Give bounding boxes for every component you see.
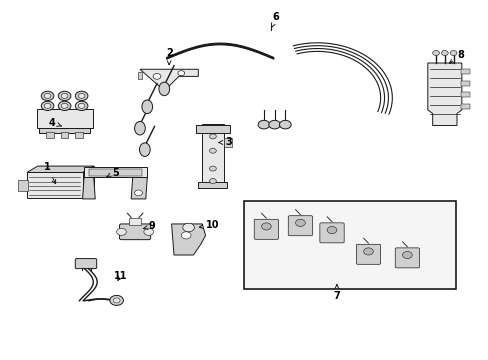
Text: 1: 1	[44, 162, 56, 184]
Polygon shape	[82, 166, 93, 198]
Circle shape	[61, 103, 68, 108]
Circle shape	[44, 93, 51, 98]
Circle shape	[279, 120, 290, 129]
Polygon shape	[38, 166, 93, 192]
Bar	[27, 172, 82, 198]
Text: 8: 8	[448, 50, 464, 63]
Circle shape	[261, 223, 271, 230]
Circle shape	[178, 71, 184, 76]
Polygon shape	[27, 166, 93, 172]
Bar	[18, 180, 28, 191]
FancyBboxPatch shape	[75, 258, 97, 269]
FancyBboxPatch shape	[119, 224, 150, 240]
Text: 6: 6	[271, 13, 279, 28]
Bar	[89, 169, 142, 176]
FancyBboxPatch shape	[394, 248, 419, 268]
FancyBboxPatch shape	[319, 223, 344, 243]
Polygon shape	[171, 224, 205, 255]
Text: 9: 9	[143, 221, 155, 231]
Bar	[460, 104, 468, 109]
Circle shape	[110, 296, 123, 305]
Circle shape	[402, 251, 411, 258]
Circle shape	[209, 179, 216, 184]
Bar	[39, 128, 90, 133]
Circle shape	[134, 190, 142, 196]
Circle shape	[61, 93, 68, 98]
Circle shape	[41, 91, 54, 100]
Circle shape	[183, 223, 194, 232]
Circle shape	[153, 73, 161, 79]
Bar	[198, 182, 227, 188]
Circle shape	[116, 228, 126, 235]
Text: 2: 2	[165, 48, 172, 64]
Bar	[84, 167, 147, 177]
Ellipse shape	[139, 143, 150, 157]
Polygon shape	[140, 69, 198, 91]
FancyBboxPatch shape	[287, 216, 312, 236]
Bar	[137, 72, 142, 79]
Circle shape	[58, 101, 71, 111]
Bar	[223, 138, 232, 147]
Circle shape	[326, 226, 336, 234]
Circle shape	[78, 103, 85, 108]
Bar	[46, 132, 54, 138]
Circle shape	[113, 298, 120, 303]
Circle shape	[209, 148, 216, 153]
Polygon shape	[427, 63, 461, 126]
Text: 7: 7	[333, 285, 340, 301]
Ellipse shape	[134, 121, 145, 135]
Bar	[75, 132, 83, 138]
Ellipse shape	[142, 100, 152, 113]
Polygon shape	[131, 177, 147, 199]
Bar	[460, 69, 468, 75]
Text: 5: 5	[106, 168, 119, 178]
Circle shape	[44, 103, 51, 108]
FancyBboxPatch shape	[254, 219, 278, 239]
Circle shape	[441, 50, 447, 55]
Bar	[460, 92, 468, 97]
Circle shape	[75, 91, 88, 100]
Bar	[196, 125, 229, 133]
Circle shape	[209, 166, 216, 171]
Circle shape	[295, 219, 305, 226]
Text: 10: 10	[199, 220, 219, 230]
Text: 4: 4	[49, 118, 61, 128]
Bar	[129, 217, 141, 225]
FancyBboxPatch shape	[356, 244, 380, 264]
Circle shape	[143, 228, 153, 235]
Ellipse shape	[159, 82, 169, 96]
Bar	[202, 124, 223, 185]
Circle shape	[209, 134, 216, 139]
Text: 11: 11	[114, 271, 127, 282]
Circle shape	[258, 120, 269, 129]
Circle shape	[432, 50, 439, 55]
Circle shape	[41, 101, 54, 111]
Circle shape	[75, 101, 88, 111]
Circle shape	[58, 91, 71, 100]
Bar	[37, 109, 92, 129]
Text: 3: 3	[218, 138, 231, 148]
Circle shape	[268, 120, 280, 129]
Circle shape	[449, 50, 456, 55]
Bar	[244, 202, 455, 289]
Circle shape	[363, 248, 372, 255]
Bar	[460, 81, 468, 86]
Circle shape	[78, 93, 85, 98]
Circle shape	[181, 232, 191, 239]
Polygon shape	[82, 177, 95, 199]
Bar	[61, 132, 68, 138]
